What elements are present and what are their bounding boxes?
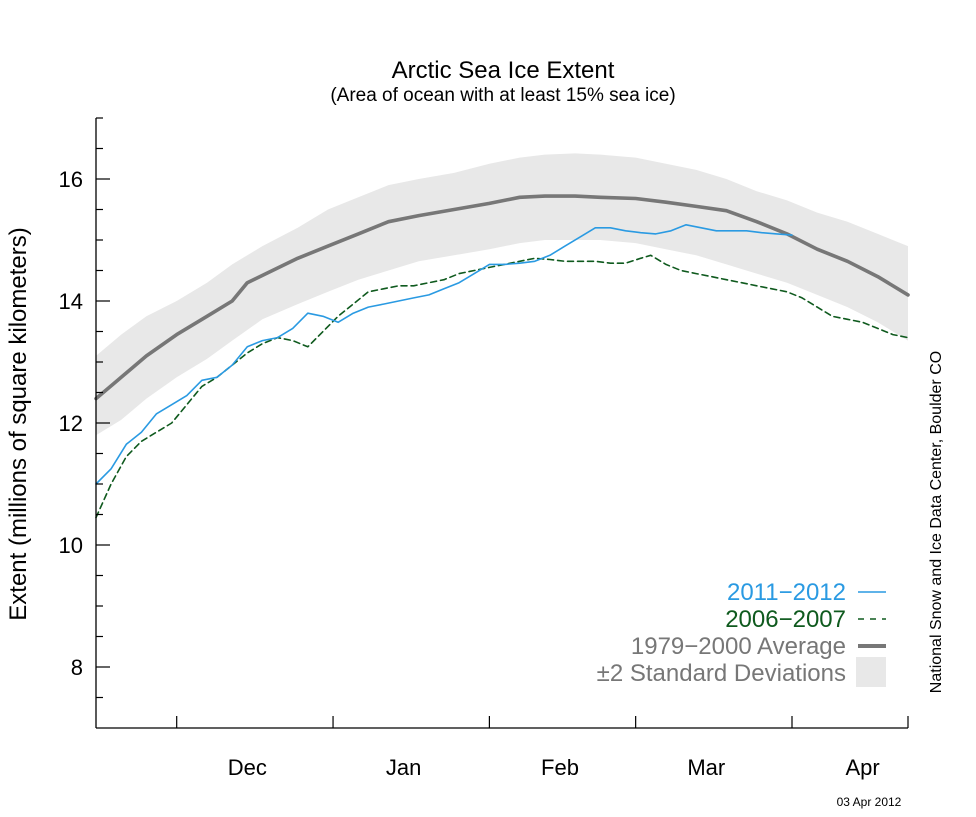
- x-tick-label: Feb: [541, 755, 579, 780]
- plot-area: 8 10 12 14 16 Dec Jan Feb Mar Apr: [59, 117, 910, 780]
- std-dev-band-layer: [96, 153, 908, 436]
- legend-swatch-3: [856, 657, 886, 687]
- y-tick-label: 16: [59, 167, 83, 192]
- series-line-2: [94, 194, 910, 401]
- y-tick-label: 12: [59, 411, 83, 436]
- x-tick-label: Mar: [687, 755, 725, 780]
- x-tick-label: Dec: [228, 755, 267, 780]
- legend-label-3: ±2 Standard Deviations: [597, 660, 846, 687]
- x-tick-label: Apr: [845, 755, 879, 780]
- series-line-0: [95, 224, 793, 485]
- credit-text: National Snow and Ice Data Center, Bould…: [928, 351, 945, 693]
- y-tick-label: 14: [59, 289, 83, 314]
- x-tick-label: Jan: [386, 755, 421, 780]
- y-tick-label: 10: [59, 533, 83, 558]
- chart-subtitle: (Area of ocean with at least 15% sea ice…: [330, 85, 675, 106]
- legend-label-1: 2006−2007: [725, 606, 846, 633]
- legend-label-2: 1979−2000 Average: [631, 633, 846, 660]
- series-layer: [94, 194, 910, 519]
- y-tick-label: 8: [71, 655, 83, 680]
- chart-title: Arctic Sea Ice Extent: [392, 57, 615, 84]
- date-stamp: 03 Apr 2012: [837, 795, 902, 809]
- legend-label-0: 2011−2012: [727, 579, 846, 606]
- y-axis-title: Extent (millions of square kilometers): [5, 227, 32, 620]
- axis-layer: 8 10 12 14 16 Dec Jan Feb Mar Apr: [59, 117, 909, 780]
- std-dev-band: [96, 153, 908, 436]
